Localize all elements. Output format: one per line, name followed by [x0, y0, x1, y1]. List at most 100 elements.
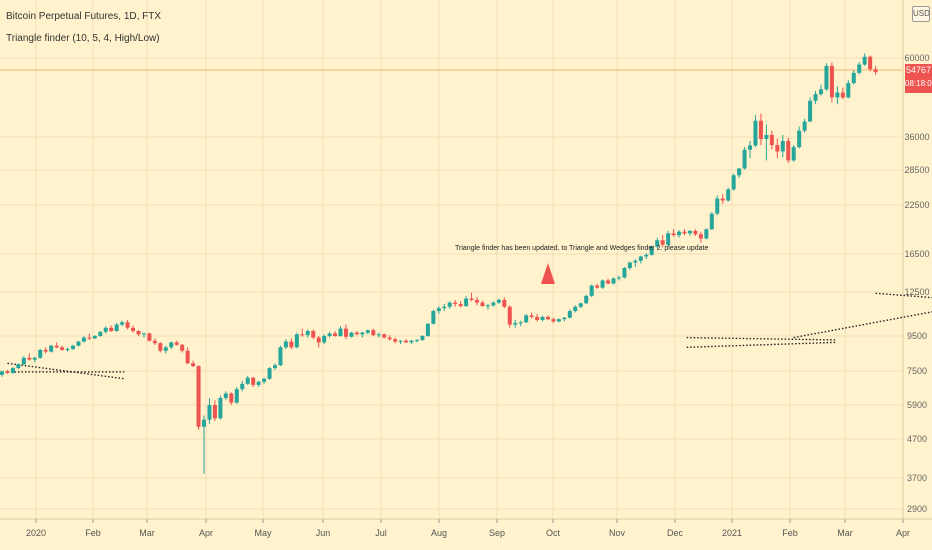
candle-body — [802, 121, 807, 131]
candle-body — [698, 234, 703, 239]
candle-body — [671, 233, 676, 236]
candle-body — [769, 134, 774, 146]
candle-body — [480, 302, 485, 307]
candle-body — [16, 364, 21, 369]
indicator-legend[interactable]: Triangle finder (10, 5, 4, High/Low) — [6, 33, 160, 44]
candle-body — [840, 92, 845, 98]
candle-body — [387, 337, 392, 340]
time-tick-label: Apr — [896, 528, 910, 538]
candle-body — [764, 134, 769, 139]
candle-body — [322, 336, 327, 343]
candle-body — [169, 342, 174, 348]
candle-body — [595, 285, 600, 288]
candle-body — [573, 306, 578, 312]
candle-body — [655, 240, 660, 247]
candle-body — [682, 231, 687, 234]
candle-body — [425, 323, 430, 336]
candle-body — [191, 363, 196, 367]
candle-body — [742, 149, 747, 169]
price-tick-label: 22500 — [904, 200, 929, 210]
candle-body — [540, 316, 545, 320]
candle-body — [349, 332, 354, 337]
time-tick-label: Oct — [546, 528, 561, 538]
candle-body — [584, 295, 589, 304]
symbol-title[interactable]: Bitcoin Perpetual Futures, 1D, FTX — [6, 11, 162, 22]
candle-body — [283, 341, 288, 348]
candle-body — [131, 327, 136, 332]
candle-body — [278, 347, 283, 366]
candle-body — [513, 323, 518, 325]
price-tick-label: 5900 — [907, 400, 927, 410]
candle-body — [846, 83, 851, 98]
time-axis[interactable]: 2020 Feb Mar Apr May Jun Jul Aug Sep Oct Nov Dec 202… — [26, 519, 910, 538]
candle-body — [125, 322, 130, 328]
candle-body — [343, 328, 348, 337]
candle-body — [158, 343, 163, 351]
candle-body — [333, 333, 338, 336]
price-tick-label: 4700 — [907, 434, 927, 444]
candle-body — [720, 198, 725, 201]
candle-body — [529, 315, 534, 317]
candle-body — [442, 306, 447, 309]
candle-body — [535, 316, 540, 320]
candle-body — [868, 56, 873, 70]
candle-body — [677, 231, 682, 236]
candle-body — [851, 72, 856, 84]
candle-body — [633, 260, 638, 263]
candle-body — [163, 347, 168, 351]
candle-body — [704, 229, 709, 239]
horizontal-gridlines — [0, 57, 903, 510]
candle-body — [731, 175, 736, 190]
candle-body — [360, 332, 365, 335]
candle-body — [562, 317, 567, 320]
price-tick-label: 36000 — [904, 132, 929, 142]
candle-body — [316, 337, 321, 343]
candle-body — [147, 333, 152, 341]
indicator-update-notice: Triangle finder has been updated, to Tri… — [455, 245, 709, 252]
candle-body — [857, 64, 862, 73]
candle-body — [600, 280, 605, 288]
candle-body — [835, 92, 840, 98]
candle-body — [76, 341, 81, 346]
candle-body — [10, 368, 15, 373]
candle-body — [824, 65, 829, 90]
candlestick-series — [0, 53, 878, 474]
candle-body — [338, 328, 343, 336]
candle-body — [43, 349, 48, 352]
candle-body — [420, 336, 425, 340]
time-tick-label: Sep — [489, 528, 505, 538]
time-tick-label: Jun — [316, 528, 331, 538]
candle-body — [202, 419, 207, 427]
candle-body — [354, 332, 359, 335]
candle-body — [196, 366, 201, 427]
candle-body — [709, 213, 714, 230]
candle-body — [409, 340, 414, 343]
candle-body — [229, 393, 234, 403]
candle-body — [114, 324, 119, 332]
candle-body — [120, 322, 125, 325]
candle-body — [786, 140, 791, 161]
price-tick-label: 28500 — [904, 165, 929, 175]
candle-body — [98, 331, 103, 336]
price-tick-label: 60000 — [904, 53, 929, 63]
candle-body — [218, 397, 223, 419]
candle-body — [305, 331, 310, 336]
candle-body — [748, 145, 753, 150]
candle-body — [791, 147, 796, 161]
candle-body — [567, 311, 572, 318]
time-tick-label: Aug — [431, 528, 447, 538]
candle-body — [502, 299, 507, 307]
candle-body — [365, 330, 370, 333]
price-tick-label: 2900 — [907, 504, 927, 514]
candle-body — [70, 345, 75, 350]
price-tick-label: 7500 — [907, 366, 927, 376]
candle-body — [65, 349, 70, 351]
candle-body — [644, 254, 649, 257]
price-axis[interactable]: 2900 3700 4700 5900 7500 9500 12500 16500 22500 2… — [904, 53, 929, 514]
candle-body — [551, 319, 556, 322]
candle-body — [49, 345, 54, 352]
time-tick-label: Feb — [782, 528, 798, 538]
currency-label[interactable]: USD — [912, 6, 930, 22]
